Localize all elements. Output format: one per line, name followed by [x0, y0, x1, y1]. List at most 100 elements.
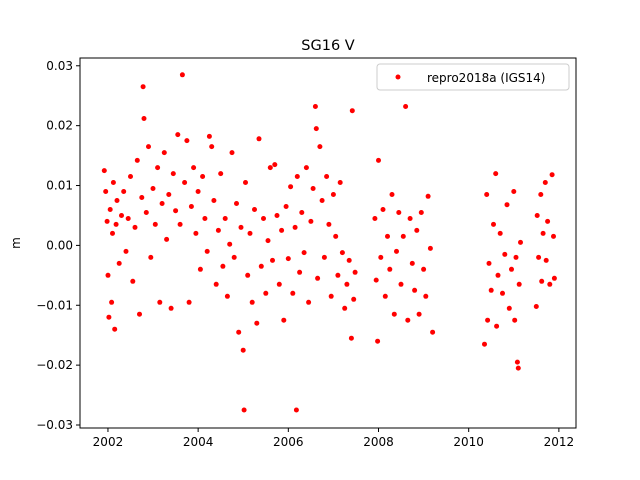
data-point: [306, 299, 312, 305]
data-point: [482, 341, 487, 347]
data-point: [294, 174, 300, 179]
data-point: [425, 193, 431, 199]
legend-marker: [395, 74, 401, 80]
data-points: [101, 72, 557, 413]
data-point: [486, 260, 492, 266]
data-point: [310, 186, 316, 191]
data-point: [139, 195, 145, 200]
data-point: [349, 108, 355, 114]
data-point: [387, 266, 393, 272]
data-point: [105, 272, 111, 278]
data-point: [106, 314, 112, 320]
data-point: [312, 104, 318, 109]
data-point: [372, 216, 378, 221]
data-point: [551, 275, 557, 281]
data-point: [514, 359, 520, 365]
data-point: [110, 180, 116, 185]
data-point: [152, 221, 158, 227]
data-point: [423, 293, 429, 299]
data-point: [116, 260, 122, 266]
data-point: [549, 172, 555, 178]
data-point: [114, 198, 120, 203]
data-point: [265, 238, 271, 244]
data-point: [547, 281, 553, 287]
data-point: [272, 162, 278, 168]
data-point: [391, 311, 397, 317]
data-point: [166, 192, 172, 197]
data-point: [283, 204, 289, 209]
data-point: [107, 207, 113, 212]
legend: repro2018a (IGS14): [376, 63, 570, 91]
data-point: [342, 305, 348, 311]
data-point: [231, 254, 237, 260]
data-point: [378, 254, 384, 260]
data-point: [328, 293, 334, 299]
data-point: [389, 192, 395, 197]
data-point: [104, 218, 110, 224]
data-point: [119, 213, 124, 218]
data-point: [238, 224, 244, 230]
data-point: [143, 210, 149, 215]
data-point: [297, 269, 303, 275]
data-point: [421, 266, 427, 272]
data-point: [337, 180, 343, 185]
data-point: [121, 189, 127, 194]
y-tick-label: 0.03: [46, 59, 73, 73]
data-point: [213, 281, 219, 287]
data-point: [218, 171, 224, 177]
data-point: [263, 290, 269, 296]
data-point: [405, 317, 411, 323]
y-tick-label: −0.02: [36, 358, 73, 372]
data-point: [375, 338, 381, 344]
data-point: [204, 248, 210, 254]
data-point: [234, 201, 239, 206]
data-point: [491, 221, 496, 227]
data-point: [376, 157, 381, 163]
data-point: [168, 305, 174, 311]
data-point: [506, 305, 512, 311]
data-point: [285, 256, 291, 262]
data-point: [319, 198, 325, 203]
data-point: [227, 241, 233, 247]
data-point: [103, 189, 109, 194]
data-point: [197, 266, 203, 272]
data-point: [484, 192, 490, 197]
data-point: [536, 254, 542, 260]
data-point: [533, 304, 539, 309]
data-point: [211, 198, 217, 203]
chart-title: SG16 V: [301, 38, 355, 54]
data-point: [186, 299, 192, 305]
data-point: [258, 263, 264, 269]
data-point: [430, 329, 436, 335]
data-point: [485, 317, 491, 323]
data-point: [515, 365, 521, 371]
data-point: [495, 272, 501, 278]
data-point: [140, 84, 146, 90]
data-point: [308, 218, 314, 224]
data-point: [229, 150, 235, 156]
y-tick-label: −0.03: [36, 418, 73, 432]
data-point: [188, 204, 194, 209]
data-point: [293, 407, 299, 413]
data-point: [236, 329, 242, 335]
data-point: [407, 216, 413, 221]
y-tick-label: 0.01: [46, 179, 73, 193]
data-point: [290, 290, 296, 296]
data-point: [385, 233, 390, 239]
data-point: [193, 230, 199, 236]
data-point: [382, 293, 388, 299]
data-point: [344, 281, 350, 287]
data-point: [148, 254, 154, 260]
data-point: [494, 323, 500, 329]
data-point: [243, 180, 248, 185]
data-point: [191, 165, 197, 171]
data-point: [516, 281, 522, 287]
data-point: [240, 347, 246, 353]
data-point: [511, 189, 517, 194]
data-point: [509, 266, 514, 272]
data-point: [125, 216, 131, 221]
data-point: [545, 218, 551, 224]
data-point: [161, 150, 167, 156]
data-point: [497, 230, 503, 236]
data-point: [252, 207, 257, 212]
